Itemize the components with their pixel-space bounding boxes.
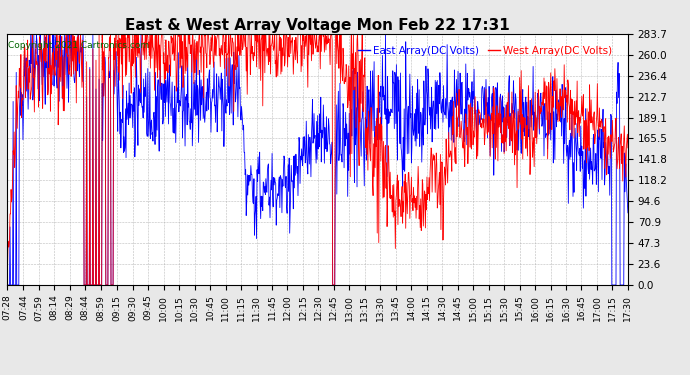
Legend: East Array(DC Volts), West Array(DC Volts): East Array(DC Volts), West Array(DC Volt…: [353, 42, 616, 60]
East Array(DC Volts): [330, 283, 338, 287]
West Array(DC Volts): [108, 283, 117, 287]
West Array(DC Volts): [86, 283, 95, 287]
West Array(DC Volts): [3, 271, 11, 275]
West Array(DC Volts): [213, 34, 221, 39]
East Array(DC Volts): [108, 283, 116, 287]
West Array(DC Volts): [42, 32, 50, 36]
West Array(DC Volts): [273, 61, 282, 65]
East Array(DC Volts): [86, 65, 94, 70]
West Array(DC Volts): [330, 283, 338, 287]
Title: East & West Array Voltage Mon Feb 22 17:31: East & West Array Voltage Mon Feb 22 17:…: [125, 18, 510, 33]
Text: Copyright 2021 Cartronics.com: Copyright 2021 Cartronics.com: [8, 41, 148, 50]
East Array(DC Volts): [273, 198, 281, 203]
Line: West Array(DC Volts): West Array(DC Volts): [7, 34, 628, 285]
West Array(DC Volts): [80, 283, 88, 287]
East Array(DC Volts): [342, 122, 351, 126]
East Array(DC Volts): [27, 32, 35, 36]
East Array(DC Volts): [3, 283, 11, 287]
East Array(DC Volts): [624, 211, 632, 215]
Line: East Array(DC Volts): East Array(DC Volts): [7, 34, 628, 285]
West Array(DC Volts): [624, 146, 632, 150]
East Array(DC Volts): [213, 72, 221, 76]
West Array(DC Volts): [343, 86, 351, 90]
